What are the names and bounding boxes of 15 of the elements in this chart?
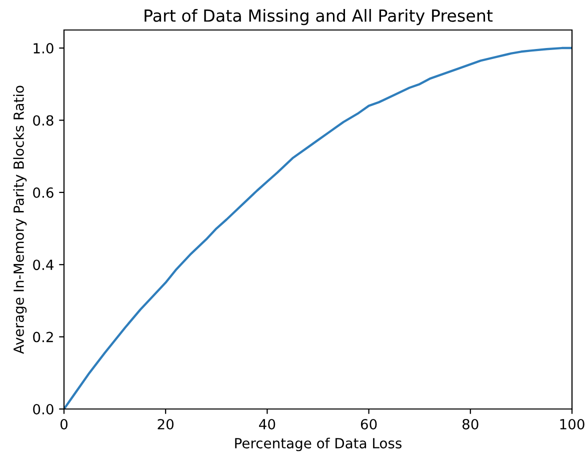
- y-tick-label: 0.6: [33, 187, 54, 198]
- y-tick-label: 0.4: [33, 260, 54, 270]
- x-tick-label: 0: [60, 418, 68, 430]
- x-tick-label: 100: [560, 418, 584, 430]
- y-tick-label: 0.2: [33, 332, 53, 342]
- x-tick-label: 60: [360, 418, 377, 430]
- y-tick-label: 0.0: [33, 404, 54, 414]
- x-tick-label: 40: [259, 418, 276, 430]
- chart-title: Part of Data Missing and All Parity Present: [144, 9, 493, 26]
- x-axis-title: Percentage of Data Loss: [235, 438, 402, 452]
- y-axis-title: Average In-Memory Parity Blocks Ratio: [13, 86, 27, 354]
- y-tick-label: 1.0: [34, 43, 54, 54]
- x-tick-label: 80: [462, 418, 478, 430]
- y-tick-label: 0.8: [33, 115, 54, 126]
- x-tick-label: 20: [158, 418, 174, 430]
